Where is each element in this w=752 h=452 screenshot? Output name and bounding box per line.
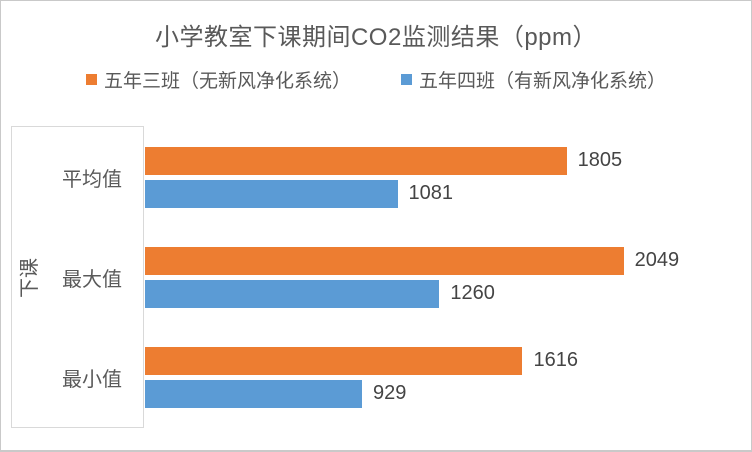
bar-series2-min[interactable] <box>145 379 362 408</box>
data-label: 929 <box>373 382 407 404</box>
bar-series1-min[interactable] <box>145 346 523 375</box>
bar-series1-average[interactable] <box>145 146 567 175</box>
bar-row: 2049 <box>145 246 729 275</box>
bar-row: 1616 <box>145 346 729 375</box>
legend-marker-icon <box>401 74 412 85</box>
plot-area: 1805 1081 2049 1260 1616 <box>145 127 729 427</box>
legend-label-series-2: 五年四班（有新风净化系统） <box>419 70 667 92</box>
category-label-min: 最小值 <box>62 368 122 391</box>
category-label-average: 平均值 <box>62 168 122 191</box>
legend-label-series-1: 五年三班（无新风净化系统） <box>103 70 351 92</box>
bar-series2-max[interactable] <box>145 279 440 308</box>
legend-item-series-1[interactable]: 五年三班（无新风净化系统） <box>85 66 351 93</box>
bar-series1-max[interactable] <box>145 246 624 275</box>
bar-series2-average[interactable] <box>145 179 398 208</box>
category-axis-box: 下课 平均值 最大值 最小值 <box>11 126 144 428</box>
legend: 五年三班（无新风净化系统） 五年四班（有新风净化系统） <box>1 65 751 93</box>
category-label-max: 最大值 <box>62 268 122 291</box>
data-label: 1616 <box>533 349 578 371</box>
bar-row: 929 <box>145 379 729 408</box>
data-label: 2049 <box>634 249 680 271</box>
vertical-axis-group-label: 下课 <box>19 258 41 298</box>
data-label: 1081 <box>408 182 454 204</box>
bar-row: 1260 <box>145 279 729 308</box>
bar-group-max: 2049 1260 <box>145 227 729 327</box>
bar-group-average: 1805 1081 <box>145 127 729 227</box>
data-label: 1260 <box>450 282 495 304</box>
bar-row: 1081 <box>145 179 729 208</box>
legend-marker-icon <box>85 74 97 85</box>
bar-row: 1805 <box>145 146 729 175</box>
legend-item-series-2[interactable]: 五年四班（有新风净化系统） <box>401 66 666 93</box>
bar-group-min: 1616 929 <box>145 327 729 427</box>
chart-title: 小学教室下课期间CO2监测结果（ppm） <box>154 24 598 51</box>
data-label: 1805 <box>577 149 623 171</box>
